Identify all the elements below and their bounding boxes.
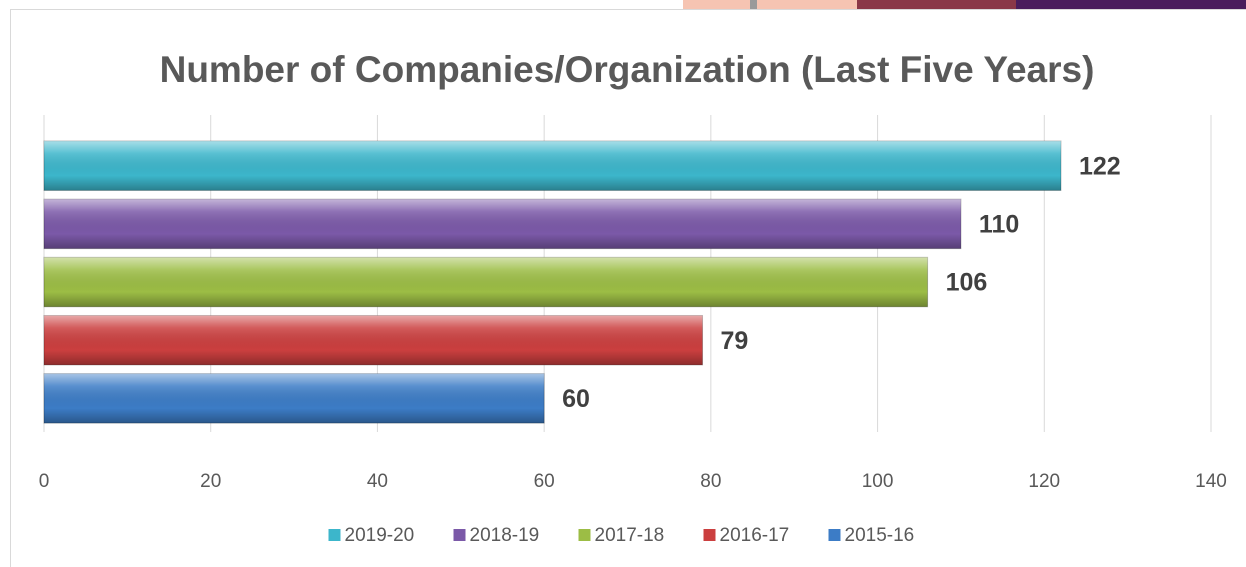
x-tick-label: 40 (367, 471, 388, 492)
deco-strip (683, 0, 750, 9)
deco-strip (750, 0, 757, 9)
legend-label: 2019-20 (345, 525, 415, 546)
data-label: 122 (1079, 152, 1121, 180)
legend-swatch (328, 529, 341, 541)
x-tick-label: 60 (534, 471, 555, 492)
chart-frame (10, 9, 1246, 567)
bar (43, 373, 545, 424)
bar (43, 140, 1062, 191)
data-label: 106 (946, 269, 988, 297)
legend-swatch (453, 529, 466, 541)
x-tick-label: 140 (1195, 471, 1227, 492)
data-label: 79 (721, 327, 749, 355)
deco-strip (857, 0, 1016, 9)
legend-label: 2018-19 (470, 525, 540, 546)
x-tick-label: 120 (1028, 471, 1060, 492)
legend-swatch (828, 529, 841, 541)
data-label: 60 (562, 385, 590, 413)
x-tick-label: 20 (200, 471, 221, 492)
deco-strip (757, 0, 857, 9)
deco-strip (1016, 0, 1246, 9)
bar (43, 314, 704, 366)
x-tick-label: 0 (39, 471, 50, 492)
legend-swatch (703, 529, 716, 541)
bar (43, 198, 962, 250)
legend-label: 2015-16 (845, 525, 915, 546)
legend-label: 2017-18 (595, 525, 665, 546)
data-label: 110 (979, 210, 1019, 238)
bar (43, 256, 929, 308)
x-tick-label: 80 (700, 471, 721, 492)
legend-swatch (578, 529, 591, 541)
chart-title: Number of Companies/Organization (Last F… (160, 49, 1095, 90)
x-tick-label: 100 (862, 471, 894, 492)
legend-label: 2016-17 (720, 525, 790, 546)
